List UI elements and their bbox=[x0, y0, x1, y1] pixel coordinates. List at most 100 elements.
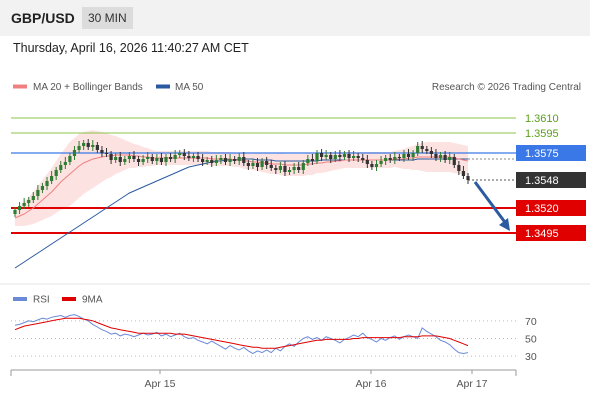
rsi-tick-70: 70 bbox=[525, 316, 537, 328]
candle-body bbox=[342, 154, 347, 157]
rsi-tick-30: 30 bbox=[525, 351, 537, 363]
candle-body bbox=[182, 153, 186, 156]
candle-body bbox=[274, 168, 278, 170]
candle-body bbox=[27, 200, 31, 203]
candle-body bbox=[384, 158, 388, 161]
level-1-3495-label: 1.3495 bbox=[525, 228, 559, 240]
candle-body bbox=[178, 153, 182, 155]
candle-body bbox=[136, 159, 141, 162]
time-tick-label: Apr 17 bbox=[457, 378, 488, 390]
candle-body bbox=[315, 153, 319, 161]
candle-body bbox=[242, 157, 246, 163]
level-1-3548-label: 1.3548 bbox=[525, 175, 559, 187]
candle-body bbox=[86, 143, 90, 147]
time-tick-label: Apr 15 bbox=[145, 378, 176, 390]
candle-body bbox=[201, 159, 205, 162]
timeframe-badge[interactable]: 30 MIN bbox=[82, 7, 133, 29]
candle-body bbox=[292, 167, 296, 170]
candle-body bbox=[269, 165, 273, 168]
timestamp: Thursday, April 16, 2026 11:40:27 AM CET bbox=[13, 41, 249, 55]
candle-body bbox=[278, 166, 282, 170]
candle-body bbox=[223, 158, 228, 162]
candle-body bbox=[219, 158, 223, 160]
candle-body bbox=[233, 159, 237, 161]
candle-body bbox=[365, 160, 369, 164]
candle-body bbox=[40, 186, 45, 190]
candle-body bbox=[301, 163, 305, 170]
candle-body bbox=[146, 157, 150, 159]
rsi-lines bbox=[14, 314, 469, 355]
candle-body bbox=[123, 159, 127, 162]
candle-body bbox=[461, 171, 466, 176]
candle-body bbox=[109, 154, 113, 160]
candle-body bbox=[406, 154, 411, 157]
time-axis: Apr 15 Apr 16 Apr 17 bbox=[145, 370, 488, 390]
rsi-line bbox=[14, 314, 469, 355]
level-1-3520-label: 1.3520 bbox=[525, 203, 559, 215]
candle-body bbox=[13, 210, 17, 214]
level-1-3548-tag bbox=[516, 172, 586, 188]
candle-body bbox=[205, 160, 209, 162]
candle-body bbox=[36, 190, 40, 196]
candle-body bbox=[374, 164, 379, 167]
candle-body bbox=[416, 146, 420, 153]
candle-body bbox=[297, 167, 301, 170]
candle-body bbox=[265, 161, 269, 165]
candle-body bbox=[319, 153, 324, 157]
ma20-line bbox=[14, 154, 469, 219]
level-1-3575-label: 1.3575 bbox=[525, 148, 559, 160]
candle-body bbox=[338, 155, 342, 157]
candle-body bbox=[448, 157, 452, 160]
candle-body bbox=[54, 170, 58, 176]
ma9-legend-label: 9MA bbox=[82, 295, 103, 306]
candle-body bbox=[173, 155, 177, 159]
bollinger-band-fill bbox=[15, 130, 468, 226]
candle-body bbox=[310, 159, 315, 161]
ma20-legend-label: MA 20 + Bollinger Bands bbox=[33, 82, 143, 93]
candle-body bbox=[82, 143, 86, 146]
rsi-gridlines: 70 50 30 bbox=[11, 316, 537, 363]
time-tick-label: Apr 16 bbox=[356, 378, 387, 390]
candle-body bbox=[159, 158, 164, 162]
candles bbox=[13, 139, 470, 217]
candle-body bbox=[104, 153, 109, 154]
candle-body bbox=[72, 150, 77, 156]
candle-body bbox=[196, 156, 200, 159]
forecast-arrow bbox=[473, 181, 510, 231]
candle-body bbox=[118, 157, 122, 162]
candle-body bbox=[127, 156, 131, 159]
candle-body bbox=[114, 157, 118, 160]
ma50-legend-swatch bbox=[156, 84, 170, 89]
candle-body bbox=[59, 165, 63, 170]
rsi-legend-swatch bbox=[13, 297, 27, 301]
candle-body bbox=[347, 154, 351, 158]
candle-body bbox=[251, 163, 255, 166]
candle-body bbox=[402, 154, 406, 158]
candle-body bbox=[191, 156, 196, 158]
candle-body bbox=[411, 153, 415, 157]
ma9-legend-swatch bbox=[62, 297, 76, 301]
candle-body bbox=[324, 155, 328, 157]
rsi-legend-label: RSI bbox=[33, 295, 50, 306]
level-1-3575-tag bbox=[516, 145, 586, 161]
rsi-legend: RSI 9MA bbox=[13, 295, 103, 306]
candle-body bbox=[95, 145, 99, 150]
candle-body bbox=[287, 170, 292, 172]
level-1-3520-tag bbox=[516, 200, 586, 216]
price-legend: MA 20 + Bollinger Bands MA 50 Research ©… bbox=[13, 82, 581, 93]
candle-body bbox=[150, 157, 154, 161]
candle-body bbox=[210, 160, 214, 163]
candle-body bbox=[31, 196, 35, 200]
forecast-arrow-head bbox=[499, 218, 510, 231]
candle-body bbox=[429, 151, 433, 154]
candle-body bbox=[397, 157, 401, 158]
candle-body bbox=[164, 157, 168, 162]
level-1-3610-label: 1.3610 bbox=[525, 113, 559, 125]
candle-body bbox=[420, 146, 424, 149]
price-level-labels: 1.3610 1.3595 1.3575 1.3548 1.3520 1.3495 bbox=[516, 113, 586, 241]
candle-body bbox=[68, 156, 72, 162]
candle-body bbox=[333, 155, 337, 159]
candle-body bbox=[393, 157, 397, 160]
candle-body bbox=[352, 156, 356, 158]
candle-body bbox=[457, 165, 461, 171]
